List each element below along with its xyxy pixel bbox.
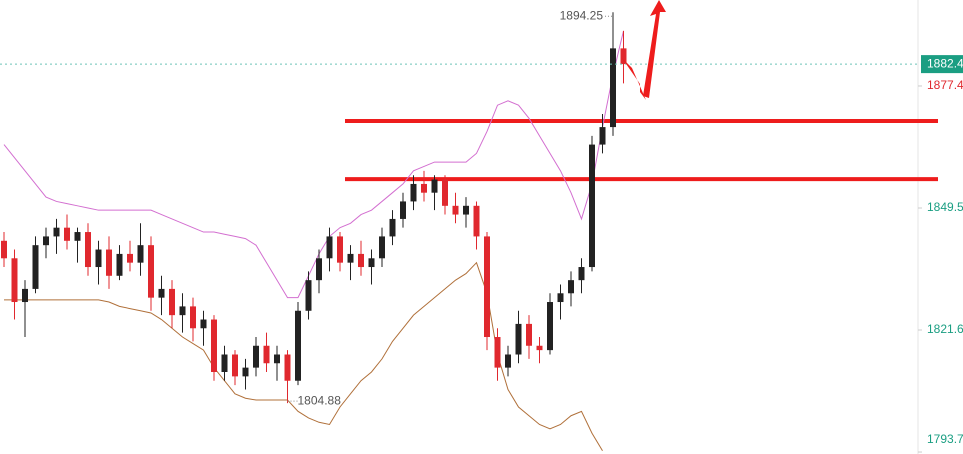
candle-body [400,201,406,219]
candle-body [232,354,238,377]
candle-body [463,205,469,215]
candle-body [137,245,144,263]
candle-body [22,288,28,303]
candle-body [347,253,354,263]
candle-body [43,236,49,246]
candle-body [599,127,606,145]
candle-body [589,144,595,268]
candle-body [337,236,343,263]
candle-body [169,288,175,316]
candle-body [1,240,7,259]
candle-body [242,367,249,377]
candle-body [148,245,154,298]
candle-body [190,306,196,329]
band-line [4,261,603,451]
candle-body [494,337,501,368]
candle-body [295,310,301,381]
candle-body [442,179,448,206]
candle-body [74,232,81,241]
candle-body [421,183,427,193]
candle-body [85,232,91,268]
candle-body [431,179,438,193]
candle-body [200,319,207,329]
candle-body [53,227,60,237]
candle-body [557,293,564,303]
candle-body [116,253,123,276]
candle-body [536,345,543,351]
candle-body [211,319,217,372]
arrow-down [622,58,646,100]
candle-body [305,280,312,311]
candle-body [410,183,417,202]
candle-body [578,267,585,281]
candle-body [368,258,375,268]
band-line [3,30,624,299]
high-label: 1894.25 [560,8,604,22]
candle-body [64,227,70,241]
candle-body [158,288,165,298]
candle-body [379,236,385,259]
candle-body [284,354,291,381]
candle-body [358,253,364,268]
candle-body [452,205,459,215]
y-tick-label: 1793.7 [927,432,963,446]
y-tick-label: 1821.6 [927,322,963,336]
candle-body [95,249,102,268]
candle-body [32,245,39,289]
candle-body [484,236,490,338]
candle-body [389,218,396,237]
candle-body [526,323,532,346]
last-price-label: 1882.4 [927,56,963,70]
y-tick-label: 1877.4 [927,78,963,92]
candle-body [127,253,133,263]
candle-body [221,354,228,372]
arrow-up [643,0,666,98]
candle-body [547,302,553,351]
candle-body [515,323,522,355]
candle-body [316,258,322,281]
candle-body [274,354,280,364]
candle-body [568,280,574,294]
candle-body [473,205,480,237]
annotation-arrows [622,0,666,100]
candle-body [253,345,259,368]
candle-body [11,258,18,303]
low-label: 1804.88 [298,393,342,407]
candle-body [106,249,112,276]
last-price-box [921,55,963,74]
candle-body [326,236,333,259]
candle-body [179,306,186,316]
y-tick-label: 1849.5 [927,200,963,214]
candle-body [610,48,616,128]
candle-body [263,345,270,364]
candle-body [505,354,511,368]
candle-body [620,48,627,65]
